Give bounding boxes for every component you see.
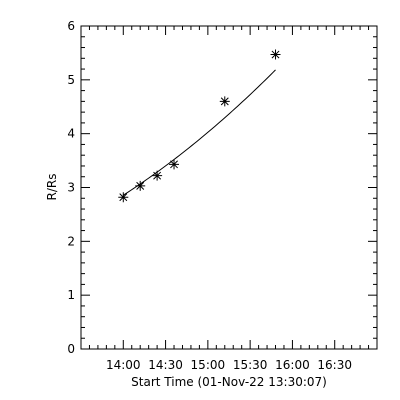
data-point <box>270 49 281 60</box>
data-point <box>152 170 163 181</box>
data-point <box>169 159 180 170</box>
data-points-layer <box>118 49 281 203</box>
x-tick-label: 15:30 <box>233 358 268 372</box>
y-tick-label: 6 <box>67 19 75 33</box>
x-axis-ticks: 14:00 14:30 15:00 15:30 16:00 16:30 <box>80 26 378 372</box>
fit-curve <box>123 69 276 196</box>
data-point <box>135 180 146 191</box>
y-tick-label: 3 <box>67 181 75 195</box>
x-tick-label: 16:00 <box>275 358 310 372</box>
data-point <box>219 96 230 107</box>
asterisk-marker <box>169 159 180 170</box>
y-tick-label: 1 <box>67 288 75 302</box>
y-tick-label: 5 <box>67 73 75 87</box>
x-tick-label: 15:00 <box>191 358 226 372</box>
y-tick-label: 2 <box>67 234 75 248</box>
asterisk-marker <box>135 180 146 191</box>
asterisk-marker <box>118 192 129 203</box>
fit-curve-layer <box>123 69 276 196</box>
asterisk-marker <box>219 96 230 107</box>
x-tick-label: 14:00 <box>106 358 141 372</box>
asterisk-marker <box>152 170 163 181</box>
y-tick-label: 0 <box>67 342 75 356</box>
y-axis-ticks: 0 1 2 3 4 5 6 <box>67 19 377 356</box>
asterisk-marker <box>270 49 281 60</box>
x-tick-label: 14:30 <box>148 358 183 372</box>
data-point <box>118 192 129 203</box>
x-axis-label: Start Time (01-Nov-22 13:30:07) <box>131 375 327 389</box>
x-tick-label: 16:30 <box>317 358 352 372</box>
y-tick-label: 4 <box>67 127 75 141</box>
y-axis-label: R/Rs <box>45 174 59 201</box>
